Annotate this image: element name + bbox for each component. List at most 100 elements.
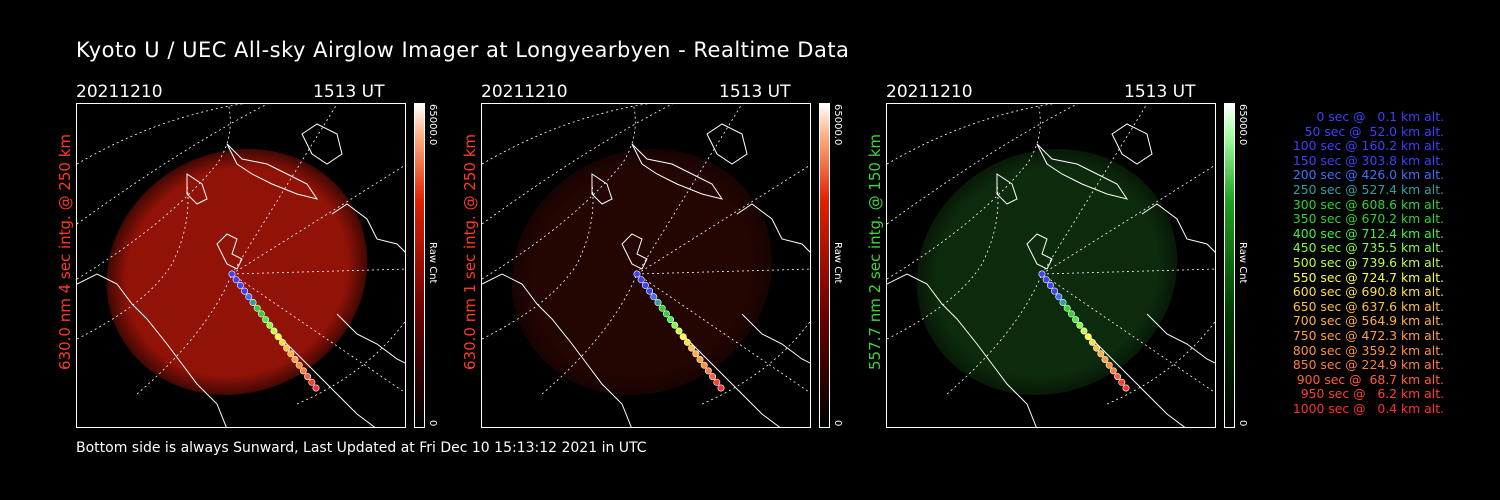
legend-row: 750 sec @ 472.3 km alt.: [1292, 327, 1444, 343]
panel-3-time: 1513 UT: [1124, 82, 1196, 102]
trajectory-point: [228, 270, 236, 278]
legend-row: 800 sec @ 359.2 km alt.: [1292, 342, 1444, 358]
footer-note: Bottom side is always Sunward, Last Upda…: [76, 440, 647, 456]
panel-2-colorbar: [819, 103, 830, 428]
trajectory-point: [1038, 270, 1046, 278]
panel-1-date: 20211210: [76, 82, 163, 102]
panel-1-cbar-min: 0: [427, 420, 438, 427]
trajectory-point: [1084, 333, 1092, 341]
trajectory-track: [633, 270, 725, 392]
legend-row: 200 sec @ 426.0 km alt.: [1292, 167, 1444, 183]
legend-row: 650 sec @ 637.6 km alt.: [1292, 298, 1444, 314]
legend-row: 500 sec @ 739.6 km alt.: [1292, 254, 1444, 270]
panel-2-date: 20211210: [481, 82, 568, 102]
trajectory-point: [1067, 310, 1075, 318]
coastline: [77, 123, 405, 427]
legend-row: 250 sec @ 527.4 km alt.: [1292, 181, 1444, 197]
panel-2-time: 1513 UT: [719, 82, 791, 102]
panel-3-cbar-unit: Raw Cnt: [1237, 242, 1248, 284]
trajectory-point: [262, 316, 270, 324]
trajectory-point: [1114, 373, 1122, 381]
trajectory-point: [688, 344, 696, 352]
page-title: Kyoto U / UEC All-sky Airglow Imager at …: [76, 38, 850, 62]
legend-row: 950 sec @ 6.2 km alt.: [1300, 386, 1444, 402]
trajectory-point: [232, 276, 240, 284]
trajectory-track: [1038, 270, 1130, 392]
trajectory-point: [646, 287, 654, 295]
trajectory-point: [312, 384, 320, 392]
trajectory-point: [249, 299, 257, 307]
trajectory-point: [692, 350, 700, 358]
allsky-image-panel-1: [76, 103, 406, 428]
trajectory-point: [1076, 321, 1084, 329]
airglow-image: [511, 149, 773, 395]
allsky-map: [887, 104, 1215, 427]
panel-3-cbar-min: 0: [1237, 420, 1248, 427]
trajectory-point: [274, 333, 282, 341]
legend-row: 700 sec @ 564.9 km alt.: [1292, 313, 1444, 329]
trajectory-point: [241, 287, 249, 295]
panel-1-colorbar: [414, 103, 425, 428]
panel-2-cbar-max: 65000.0: [832, 104, 843, 146]
trajectory-point: [1055, 293, 1063, 301]
trajectory-point: [257, 310, 265, 318]
trajectory-point: [1122, 384, 1130, 392]
panel-1-cbar-max: 65000.0: [427, 104, 438, 146]
coastline: [482, 123, 810, 427]
trajectory-point: [658, 304, 666, 312]
latlon-grid: [482, 104, 810, 405]
legend-row: 450 sec @ 735.5 km alt.: [1292, 240, 1444, 256]
trajectory-point: [299, 367, 307, 375]
trajectory-point: [270, 327, 278, 335]
allsky-map: [482, 104, 810, 427]
panel-1-time: 1513 UT: [313, 82, 385, 102]
trajectory-point: [245, 293, 253, 301]
trajectory-point: [291, 356, 299, 364]
trajectory-point: [671, 321, 679, 329]
legend-row: 550 sec @ 724.7 km alt.: [1292, 269, 1444, 285]
trajectory-point: [641, 281, 649, 289]
legend-row: 400 sec @ 712.4 km alt.: [1292, 225, 1444, 241]
panel-1-side-label: 630.0 nm 4 sec intg. @ 250 km: [56, 133, 74, 370]
trajectory-point: [1097, 350, 1105, 358]
legend-row: 300 sec @ 608.6 km alt.: [1292, 196, 1444, 212]
trajectory-point: [1101, 356, 1109, 364]
trajectory-point: [700, 361, 708, 369]
legend-row: 50 sec @ 52.0 km alt.: [1304, 123, 1444, 139]
trajectory-point: [717, 384, 725, 392]
legend-row: 850 sec @ 224.9 km alt.: [1292, 357, 1444, 373]
panel-3-date: 20211210: [886, 82, 973, 102]
legend-row: 600 sec @ 690.8 km alt.: [1292, 284, 1444, 300]
trajectory-point: [683, 338, 691, 346]
trajectory-point: [1080, 327, 1088, 335]
legend-row: 350 sec @ 670.2 km alt.: [1292, 211, 1444, 227]
panel-3-side-label: 557.7 nm 2 sec intg. @ 150 km: [866, 133, 884, 370]
panel-3-cbar-max: 65000.0: [1237, 104, 1248, 146]
trajectory-point: [637, 276, 645, 284]
trajectory-point: [266, 321, 274, 329]
legend-row: 1000 sec @ 0.4 km alt.: [1292, 400, 1444, 416]
trajectory-point: [308, 378, 316, 386]
airglow-image: [106, 149, 368, 395]
trajectory-point: [1063, 304, 1071, 312]
latlon-grid: [77, 104, 405, 405]
trajectory-point: [696, 356, 704, 364]
trajectory-point: [662, 310, 670, 318]
trajectory-point: [713, 378, 721, 386]
allsky-image-panel-2: [481, 103, 811, 428]
trajectory-point: [1072, 316, 1080, 324]
trajectory-point: [283, 344, 291, 352]
latlon-grid: [887, 104, 1215, 405]
panel-2-cbar-unit: Raw Cnt: [832, 242, 843, 284]
panel-1-cbar-unit: Raw Cnt: [427, 242, 438, 284]
trajectory-point: [253, 304, 261, 312]
legend-row: 100 sec @ 160.2 km alt.: [1292, 138, 1444, 154]
airglow-image: [916, 149, 1178, 395]
trajectory-point: [287, 350, 295, 358]
legend-row: 900 sec @ 68.7 km alt.: [1296, 371, 1444, 387]
trajectory-point: [709, 373, 717, 381]
trajectory-point: [1046, 281, 1054, 289]
panel-2-cbar-min: 0: [832, 420, 843, 427]
trajectory-point: [1051, 287, 1059, 295]
trajectory-point: [295, 361, 303, 369]
